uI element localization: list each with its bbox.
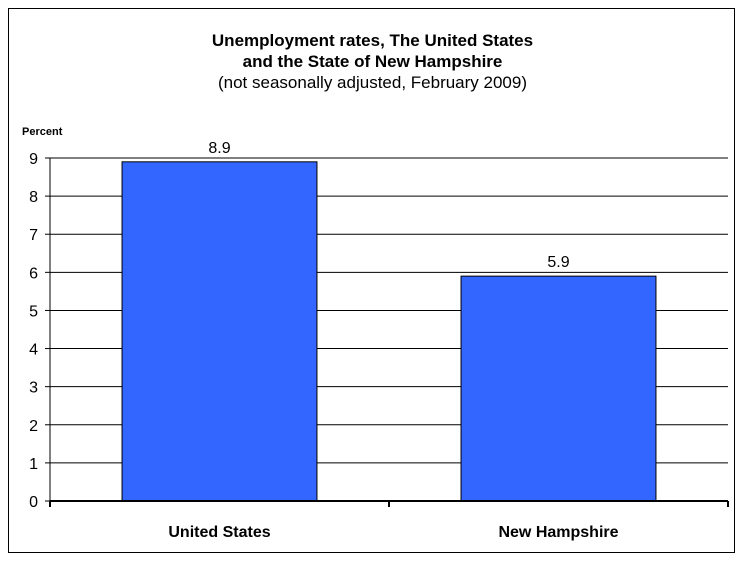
chart-title-line-2: and the State of New Hampshire [242, 52, 503, 71]
y-tick-label: 3 [29, 380, 38, 397]
y-tick-label: 6 [29, 265, 38, 282]
axes [45, 157, 729, 507]
y-tick-label: 8 [29, 189, 38, 206]
data-labels: 8.9 5.9 [208, 140, 569, 271]
y-tick-labels: 0 1 2 3 4 5 6 7 8 9 [29, 151, 38, 511]
y-tick-label: 0 [29, 494, 38, 511]
category-label: New Hampshire [498, 524, 618, 541]
bars [121, 161, 657, 502]
y-tick-label: 5 [29, 303, 38, 320]
bar [121, 161, 318, 502]
chart-subtitle: (not seasonally adjusted, February 2009) [217, 73, 527, 92]
category-label: United States [168, 524, 270, 541]
data-label: 8.9 [208, 140, 230, 157]
y-tick-label: 2 [29, 418, 38, 435]
chart-title-line-1: Unemployment rates, The United States [211, 31, 534, 50]
y-axis-label: Percent [22, 126, 63, 138]
y-tick-label: 7 [29, 227, 38, 244]
y-tick-label: 4 [29, 342, 38, 359]
y-tick-label: 1 [29, 456, 38, 473]
bar [460, 275, 657, 502]
category-labels: United States New Hampshire [168, 524, 618, 541]
data-label: 5.9 [547, 254, 569, 271]
chart-title-block: Unemployment rates, The United States an… [0, 30, 745, 93]
y-tick-label: 9 [29, 151, 38, 168]
